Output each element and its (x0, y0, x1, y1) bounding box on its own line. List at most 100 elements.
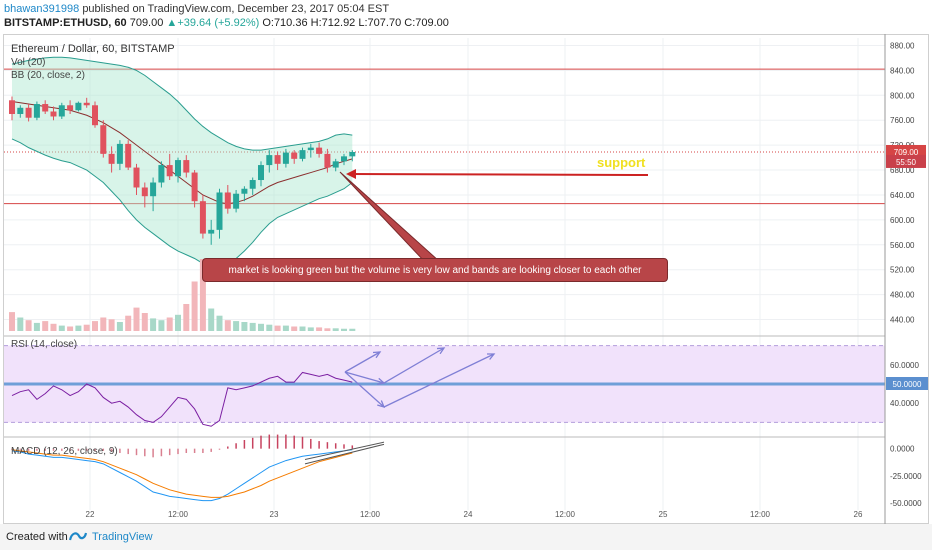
macd-trend-line-1 (304, 441, 385, 460)
candle-body (42, 104, 49, 112)
volume-bar (341, 328, 347, 331)
volume-bar (175, 314, 181, 331)
ohlc-open: O:710.36 (262, 17, 308, 29)
volume-bar (183, 304, 190, 331)
volume-bar (249, 322, 256, 331)
volume-bar (266, 324, 273, 331)
price-tick-label: 680.00 (890, 166, 915, 175)
candle-body (274, 155, 281, 164)
candle-body (9, 100, 15, 114)
volume-bar (33, 322, 40, 331)
candle-body (299, 150, 306, 159)
macd-trend-line-2 (304, 443, 385, 465)
candle-body (166, 165, 173, 177)
price-tick-label: 520.00 (890, 266, 915, 275)
volume-bar (282, 325, 289, 331)
axes: 880.00840.00800.00760.00720.00680.00640.… (86, 34, 928, 524)
volume-bars (9, 259, 356, 331)
bb-legend[interactable]: BB (20, close, 2) (11, 70, 85, 81)
volume-bar (75, 325, 82, 331)
volume-bar (299, 326, 306, 331)
candle-body (175, 160, 181, 177)
bb-fill (12, 57, 353, 266)
candle-body (208, 229, 215, 234)
support-resistance-lines (4, 68, 885, 205)
rsi-projection-arrow (383, 347, 445, 384)
candle-body (67, 105, 74, 111)
volume-bar (191, 281, 198, 331)
volume-bar (208, 308, 215, 331)
volume-bar (108, 319, 115, 331)
rsi-legend[interactable]: RSI (14, close) (11, 339, 78, 350)
candle-body (25, 107, 32, 118)
volume-bar (332, 328, 339, 331)
rsi-projection-arrow (344, 371, 385, 384)
rsi-arrow-head (436, 347, 446, 355)
time-tick-label: 12:00 (168, 510, 189, 519)
rsi-current-tag (886, 377, 928, 390)
rsi-arrow-head (486, 353, 496, 360)
volume-bar (307, 327, 314, 331)
rsi-projection-arrow (344, 351, 381, 373)
rsi-projection-arrow (383, 353, 495, 408)
volume-bar (166, 317, 173, 331)
candle-body (199, 201, 206, 234)
price-tick-label: 600.00 (890, 216, 915, 225)
candle-body (75, 102, 82, 111)
annotations (339, 169, 649, 263)
support-label: support (597, 155, 646, 170)
created-with-label: Created with (6, 531, 68, 543)
volume-bar (291, 326, 298, 331)
volume-bar (233, 321, 240, 331)
last-price-tag-label: 709.00 (894, 148, 919, 157)
volume-bar (224, 320, 231, 331)
candle-body (58, 105, 65, 117)
volume-bar (42, 321, 49, 331)
time-tick-label: 12:00 (360, 510, 381, 519)
volume-bar (349, 328, 356, 331)
symbol-label: BITSTAMP:ETHUSD, 60 (4, 17, 127, 29)
candle-body (316, 147, 323, 154)
volume-bar (50, 323, 57, 331)
volume-bar (67, 326, 74, 331)
volume-bar (150, 318, 157, 331)
rsi-tick-label: 60.0000 (890, 361, 919, 370)
time-tick-label: 25 (659, 510, 668, 519)
tradingview-logo-icon (69, 532, 87, 541)
macd-legend[interactable]: MACD (12, 26, close, 9) (11, 446, 118, 457)
author-link[interactable]: bhawan391998 (4, 3, 80, 15)
candle-body (349, 151, 356, 157)
candle-body (150, 182, 157, 197)
candle-body (100, 125, 107, 154)
chart-frame[interactable] (3, 34, 929, 524)
time-tick-label: 24 (464, 510, 473, 519)
volume-bar (100, 317, 107, 331)
price-tick-label: 560.00 (890, 241, 915, 250)
tradingview-link[interactable]: TradingView (92, 531, 153, 543)
price-tick-label: 880.00 (890, 41, 915, 50)
rsi-current-label: 50.0000 (893, 380, 922, 389)
price-tick-label: 840.00 (890, 66, 915, 75)
candle-body (249, 180, 256, 189)
candle-body (17, 107, 24, 114)
candle-body (324, 153, 331, 168)
volume-bar (83, 324, 90, 331)
note-callout: market is looking green but the volume i… (202, 258, 668, 282)
candle-body (291, 152, 298, 159)
price-tick-label: 640.00 (890, 191, 915, 200)
candle-body (332, 161, 339, 168)
footer-bar: Created with TradingView (0, 524, 932, 550)
publish-line: bhawan391998 published on TradingView.co… (4, 3, 389, 15)
bb-upper-line (11, 56, 353, 151)
price-change: +39.64 (+5.92%) (177, 17, 260, 29)
price-tick-label: 800.00 (890, 91, 915, 100)
candle-body (191, 172, 198, 202)
candle-body (224, 192, 231, 209)
candle-body (307, 147, 314, 151)
macd-tick-label: -50.0000 (890, 499, 922, 508)
macd-signal-line (11, 449, 353, 498)
price-tick-label: 440.00 (890, 316, 915, 325)
vol-legend[interactable]: Vol (20) (11, 57, 46, 68)
volume-bar (199, 259, 206, 331)
